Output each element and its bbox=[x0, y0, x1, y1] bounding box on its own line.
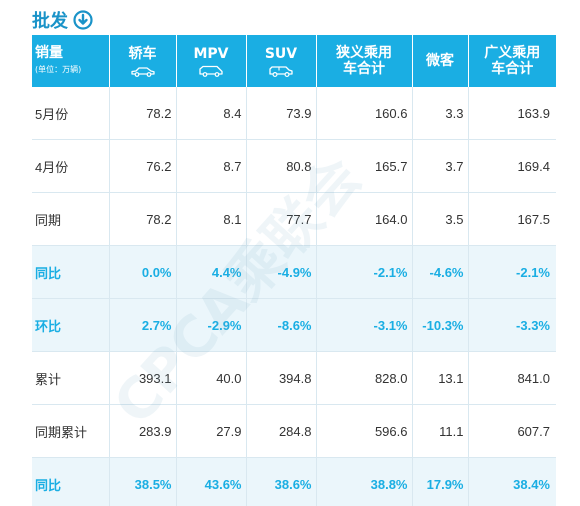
table-cell: 164.0 bbox=[316, 192, 413, 246]
table-cell: 17.9% bbox=[412, 457, 469, 506]
table-cell: -8.6% bbox=[246, 298, 317, 352]
table-cell: 8.4 bbox=[176, 87, 247, 140]
column-header-label: 广义乘用车合计 bbox=[484, 45, 541, 77]
table-cell: 165.7 bbox=[316, 139, 413, 193]
table-cell: 3.5 bbox=[412, 192, 469, 246]
sedan-icon bbox=[130, 66, 155, 77]
row-header-cell: 销量 (单位：万辆) bbox=[32, 35, 110, 87]
column-header-2: SUV bbox=[246, 35, 317, 87]
table-cell: 73.9 bbox=[246, 87, 317, 140]
table-cell: 3.3 bbox=[412, 87, 469, 140]
column-header-5: 广义乘用车合计 bbox=[468, 35, 556, 87]
table-cell: 607.7 bbox=[468, 404, 556, 458]
column-header-label: MPV bbox=[193, 45, 229, 62]
table-cell: 841.0 bbox=[468, 351, 556, 405]
table-cell: -4.6% bbox=[412, 245, 469, 299]
table-cell: -4.9% bbox=[246, 245, 317, 299]
mpv-icon bbox=[199, 65, 223, 77]
table-cell: 43.6% bbox=[176, 457, 247, 506]
table-cell: 160.6 bbox=[316, 87, 413, 140]
table-cell: 167.5 bbox=[468, 192, 556, 246]
column-header-0: 轿车 bbox=[109, 35, 177, 87]
row-label: 同期 bbox=[32, 192, 110, 246]
table-cell: -2.1% bbox=[316, 245, 413, 299]
table-row: 4月份 76.2 8.7 80.8 165.7 3.7 169.4 bbox=[32, 139, 556, 193]
table-cell: 80.8 bbox=[246, 139, 317, 193]
table-cell: 169.4 bbox=[468, 139, 556, 193]
download-circle-icon[interactable] bbox=[73, 10, 93, 30]
table-cell: 828.0 bbox=[316, 351, 413, 405]
table-cell: 2.7% bbox=[109, 298, 177, 352]
table-cell: 78.2 bbox=[109, 192, 177, 246]
row-label: 同期累计 bbox=[32, 404, 110, 458]
table-cell: 4.4% bbox=[176, 245, 247, 299]
table-row: 5月份 78.2 8.4 73.9 160.6 3.3 163.9 bbox=[32, 87, 556, 140]
table-cell: -10.3% bbox=[412, 298, 469, 352]
table-cell: 78.2 bbox=[109, 87, 177, 140]
table-cell: 77.7 bbox=[246, 192, 317, 246]
column-header-1: MPV bbox=[176, 35, 247, 87]
sales-table-container: 销量 (单位：万辆) 轿车 MPV SUV 狭义乘用车合计 微客 广义乘用车合计 5月份 7… bbox=[32, 35, 556, 506]
table-cell: 283.9 bbox=[109, 404, 177, 458]
page-title: 批发 bbox=[32, 11, 68, 32]
row-label: 4月份 bbox=[32, 139, 110, 193]
table-cell: 3.7 bbox=[412, 139, 469, 193]
table-cell: 38.6% bbox=[246, 457, 317, 506]
table-cell: 394.8 bbox=[246, 351, 317, 405]
table-cell: 76.2 bbox=[109, 139, 177, 193]
row-label: 环比 bbox=[32, 298, 110, 352]
unit-label: (单位：万辆) bbox=[35, 64, 82, 74]
column-header-label: 微客 bbox=[426, 53, 454, 69]
table-cell: -2.1% bbox=[468, 245, 556, 299]
table-row: 同期 78.2 8.1 77.7 164.0 3.5 167.5 bbox=[32, 192, 556, 246]
table-cell: -3.1% bbox=[316, 298, 413, 352]
row-header-title: 销量 bbox=[35, 44, 63, 61]
table-cell: 8.1 bbox=[176, 192, 247, 246]
row-label: 同比 bbox=[32, 457, 110, 506]
table-row: 同期累计 283.9 27.9 284.8 596.6 11.1 607.7 bbox=[32, 404, 556, 458]
table-cell: 40.0 bbox=[176, 351, 247, 405]
table-row: 环比 2.7% -2.9% -8.6% -3.1% -10.3% -3.3% bbox=[32, 298, 556, 352]
table-cell: -2.9% bbox=[176, 298, 247, 352]
column-header-3: 狭义乘用车合计 bbox=[316, 35, 413, 87]
table-cell: 27.9 bbox=[176, 404, 247, 458]
column-header-label: 轿车 bbox=[128, 45, 157, 62]
table-cell: 13.1 bbox=[412, 351, 469, 405]
table-cell: 393.1 bbox=[109, 351, 177, 405]
table-header-row: 销量 (单位：万辆) 轿车 MPV SUV 狭义乘用车合计 微客 广义乘用车合计 bbox=[32, 35, 556, 87]
row-label: 累计 bbox=[32, 351, 110, 405]
table-cell: 163.9 bbox=[468, 87, 556, 140]
table-cell: 38.4% bbox=[468, 457, 556, 506]
table-cell: -3.3% bbox=[468, 298, 556, 352]
column-header-4: 微客 bbox=[412, 35, 469, 87]
table-cell: 0.0% bbox=[109, 245, 177, 299]
table-body: 5月份 78.2 8.4 73.9 160.6 3.3 163.9 4月份 76.2 8.7 80.… bbox=[32, 87, 556, 506]
table-row: 累计 393.1 40.0 394.8 828.0 13.1 841.0 bbox=[32, 351, 556, 405]
suv-icon bbox=[269, 65, 293, 77]
table-cell: 8.7 bbox=[176, 139, 247, 193]
table-cell: 284.8 bbox=[246, 404, 317, 458]
column-header-label: SUV bbox=[264, 45, 298, 62]
table-row: 同比 38.5% 43.6% 38.6% 38.8% 17.9% 38.4% bbox=[32, 457, 556, 506]
row-label: 同比 bbox=[32, 245, 110, 299]
sales-table: 销量 (单位：万辆) 轿车 MPV SUV 狭义乘用车合计 微客 广义乘用车合计 5月份 7… bbox=[32, 35, 556, 506]
title-bar: 批发 bbox=[32, 7, 93, 33]
row-label: 5月份 bbox=[32, 87, 110, 140]
table-row: 同比 0.0% 4.4% -4.9% -2.1% -4.6% -2.1% bbox=[32, 245, 556, 299]
table-cell: 38.5% bbox=[109, 457, 177, 506]
table-cell: 11.1 bbox=[412, 404, 469, 458]
table-cell: 596.6 bbox=[316, 404, 413, 458]
column-header-label: 狭义乘用车合计 bbox=[336, 45, 392, 77]
table-cell: 38.8% bbox=[316, 457, 413, 506]
